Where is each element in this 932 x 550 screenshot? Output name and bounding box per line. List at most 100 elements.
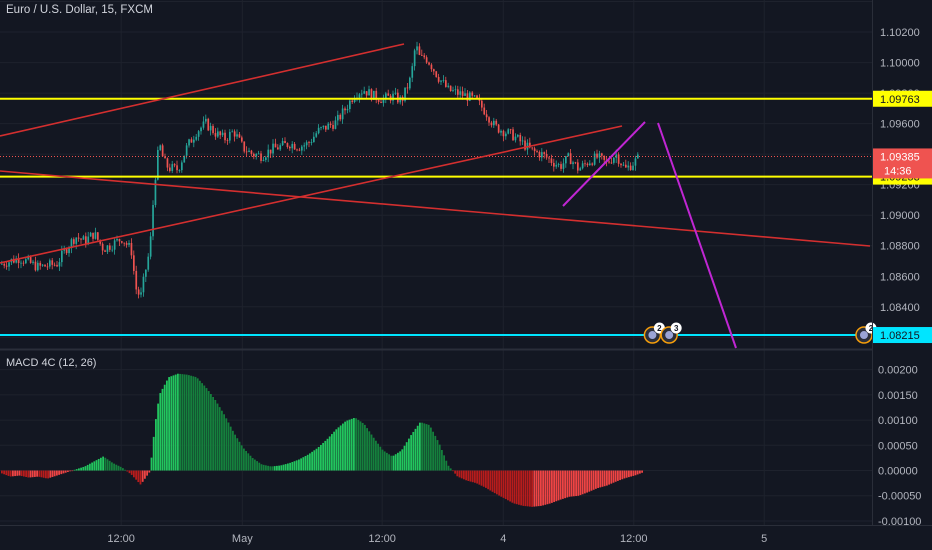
candle-body bbox=[579, 168, 582, 171]
macd-bar bbox=[612, 470, 615, 483]
macd-bar bbox=[251, 458, 254, 471]
macd-bar bbox=[623, 470, 626, 479]
candle-body bbox=[281, 141, 284, 146]
macd-bar bbox=[414, 428, 417, 471]
event-count-badge bbox=[670, 322, 682, 334]
macd-bar bbox=[575, 470, 577, 497]
horizontal-levels[interactable] bbox=[0, 97, 872, 337]
macd-bar bbox=[45, 470, 47, 479]
red-trendline-lower-channel[interactable] bbox=[0, 125, 623, 264]
candle-body bbox=[553, 162, 555, 167]
macd-bar bbox=[199, 380, 201, 471]
macd-bar bbox=[119, 466, 122, 471]
level-price-label: 1.08215 bbox=[880, 330, 920, 342]
macd-bar bbox=[628, 470, 630, 478]
macd-bar bbox=[38, 470, 41, 477]
candle-body bbox=[87, 236, 90, 244]
macd-bar bbox=[326, 438, 329, 471]
macd-bar bbox=[344, 421, 346, 471]
magenta-trendline-support[interactable] bbox=[562, 121, 646, 207]
macd-bar bbox=[221, 410, 223, 471]
macd-bar bbox=[507, 470, 509, 501]
candle-body bbox=[58, 262, 61, 267]
macd-bar bbox=[159, 393, 162, 471]
candle-body bbox=[111, 249, 114, 251]
macd-bar bbox=[201, 383, 203, 471]
candle-body bbox=[284, 141, 286, 144]
time-axis[interactable]: 12:00 May 12:00 4 12:00 5 bbox=[107, 533, 767, 545]
macd-axis[interactable]: 0.00200 0.00150 0.00100 0.00050 0.00000 -0.00… bbox=[878, 365, 921, 528]
candle-body bbox=[224, 132, 226, 141]
macd-bar bbox=[135, 470, 137, 480]
macd-bar bbox=[306, 454, 309, 471]
macd-bar bbox=[267, 465, 269, 471]
macd-bar bbox=[53, 470, 56, 477]
macd-bar bbox=[487, 470, 489, 490]
economic-event-marker[interactable]: 3 bbox=[660, 322, 682, 344]
candle-body bbox=[262, 159, 265, 161]
macd-bar bbox=[399, 451, 401, 471]
macd-bar bbox=[152, 436, 155, 471]
candle-body bbox=[178, 170, 181, 171]
red-trendline-descending[interactable] bbox=[0, 170, 871, 247]
candle-body bbox=[130, 242, 133, 256]
level-price-badge bbox=[873, 327, 932, 344]
candle-body bbox=[440, 80, 442, 82]
candle-body bbox=[80, 238, 82, 240]
macd-bar bbox=[482, 470, 485, 487]
macd-bar bbox=[372, 437, 375, 471]
macd-bar bbox=[542, 470, 544, 506]
macd-bar bbox=[359, 421, 362, 471]
red-trendline-upper-channel[interactable] bbox=[0, 43, 405, 137]
macd-bar bbox=[139, 470, 142, 485]
macd-bar bbox=[320, 444, 322, 471]
candle-body bbox=[17, 258, 20, 264]
macd-tick-label: 0.00000 bbox=[878, 466, 918, 478]
macd-bar bbox=[441, 449, 443, 471]
macd-indicator-title[interactable]: MACD 4C (12, 26) bbox=[6, 357, 97, 369]
trendline-drawings[interactable] bbox=[0, 43, 871, 349]
candle-body bbox=[346, 109, 349, 111]
macd-bar bbox=[619, 470, 621, 481]
candle-body bbox=[154, 179, 157, 206]
event-markers[interactable]: 2 3 2 bbox=[643, 322, 877, 344]
candle-body bbox=[425, 57, 428, 63]
economic-event-marker[interactable]: 2 bbox=[643, 322, 665, 344]
candle-body bbox=[464, 93, 466, 96]
magenta-trendline-projection[interactable] bbox=[657, 122, 737, 349]
macd-bar bbox=[218, 407, 221, 471]
macd-bar bbox=[513, 470, 516, 504]
candle-body bbox=[363, 91, 366, 94]
current-price-label: 1.09385 bbox=[880, 151, 920, 163]
candle-body bbox=[44, 264, 46, 267]
macd-bar bbox=[293, 461, 296, 471]
candle-body bbox=[339, 114, 342, 120]
macd-bar bbox=[205, 388, 208, 471]
macd-bar bbox=[282, 464, 285, 471]
candle-body bbox=[303, 145, 306, 147]
macd-bar bbox=[452, 470, 454, 472]
candle-body bbox=[615, 154, 618, 158]
candle-body bbox=[447, 85, 450, 87]
macd-bar bbox=[335, 429, 338, 471]
macd-bar bbox=[5, 470, 8, 476]
candle-body bbox=[608, 161, 610, 163]
candle-body bbox=[469, 92, 471, 101]
macd-bar bbox=[16, 470, 19, 476]
macd-bar bbox=[529, 470, 531, 507]
candle-body bbox=[373, 90, 375, 100]
macd-bar bbox=[458, 470, 461, 478]
candle-body bbox=[113, 240, 116, 250]
candle-body bbox=[603, 155, 606, 160]
candle-body bbox=[274, 143, 277, 148]
macd-bar bbox=[144, 470, 146, 479]
candle-body bbox=[418, 46, 421, 55]
candle-body bbox=[145, 269, 147, 277]
macd-bar bbox=[148, 470, 151, 473]
macd-bar bbox=[597, 470, 599, 488]
candle-body bbox=[169, 167, 171, 171]
economic-event-marker[interactable]: 2 bbox=[855, 322, 877, 344]
candle-body bbox=[622, 164, 625, 166]
candle-body bbox=[397, 92, 399, 103]
